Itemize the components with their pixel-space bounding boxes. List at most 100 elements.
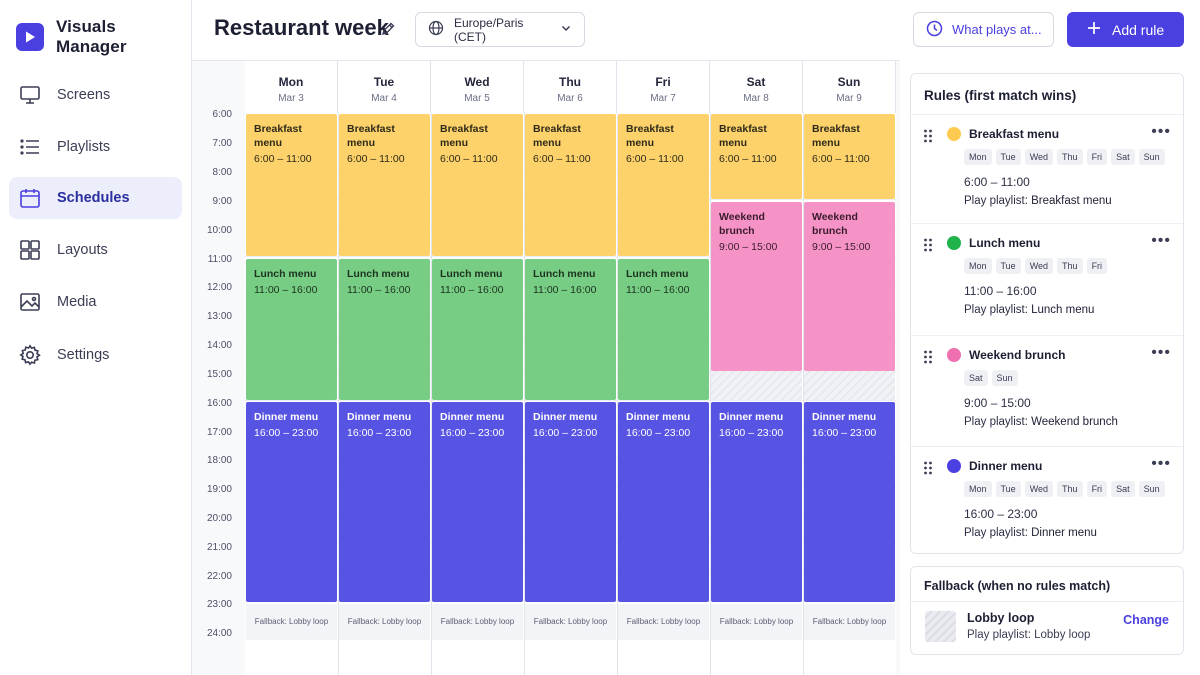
- sidebar-item-layouts[interactable]: Layouts: [9, 229, 182, 271]
- day-header-wed: Wed Mar 5: [431, 61, 524, 113]
- time-label: 9:00: [212, 196, 232, 207]
- drag-handle-icon[interactable]: [923, 350, 933, 369]
- time-label: 24:00: [206, 628, 232, 639]
- rule-dinner[interactable]: Dinner menu ••• Mon Tue Wed Thu Fri Sat …: [911, 446, 1183, 553]
- what-plays-button[interactable]: What plays at...: [913, 12, 1054, 47]
- event-dinner-tue[interactable]: Dinner menu 16:00 – 23:00: [339, 402, 430, 602]
- event-name: Dinner menu: [812, 411, 877, 423]
- event-dinner-sat[interactable]: Dinner menu 16:00 – 23:00: [711, 402, 802, 602]
- sidebar-item-settings[interactable]: Settings: [9, 334, 182, 376]
- column-divider: [431, 113, 432, 675]
- event-breakfast-tue[interactable]: Breakfast menu 6:00 – 11:00: [339, 114, 430, 256]
- fallback-cell[interactable]: Fallback: Lobby loop: [246, 604, 337, 640]
- drag-handle-icon[interactable]: [923, 238, 933, 257]
- more-options-icon[interactable]: •••: [1151, 232, 1171, 249]
- pencil-edit-icon[interactable]: [380, 21, 396, 37]
- day-name: Sat: [746, 75, 766, 89]
- rule-playlist: Play playlist: Dinner menu: [964, 527, 1097, 539]
- column-divider: [803, 113, 804, 675]
- day-date: Mar 7: [650, 93, 676, 104]
- change-fallback-link[interactable]: Change: [1123, 613, 1169, 627]
- event-dinner-fri[interactable]: Dinner menu 16:00 – 23:00: [618, 402, 709, 602]
- sidebar-item-media[interactable]: Media: [9, 281, 182, 323]
- fallback-cell[interactable]: Fallback: Lobby loop: [618, 604, 709, 640]
- fallback-panel: Fallback (when no rules match) Lobby loo…: [910, 566, 1184, 655]
- time-label: 19:00: [206, 484, 232, 495]
- time-label: 13:00: [206, 311, 232, 322]
- hour-line: [245, 256, 896, 257]
- rule-name: Weekend brunch: [969, 348, 1066, 362]
- day-chips: Sat Sun: [964, 370, 1018, 386]
- more-options-icon[interactable]: •••: [1151, 455, 1171, 472]
- day-name: Sun: [837, 75, 861, 89]
- event-time: 6:00 – 11:00: [812, 153, 870, 166]
- day-name: Mon: [278, 75, 304, 89]
- play-logo-icon: [16, 23, 44, 51]
- rule-breakfast[interactable]: Breakfast menu ••• Mon Tue Wed Thu Fri S…: [911, 114, 1183, 223]
- app-name: Visuals Manager: [55, 17, 127, 56]
- event-dinner-mon[interactable]: Dinner menu 16:00 – 23:00: [246, 402, 337, 602]
- fallback-cell[interactable]: Fallback: Lobby loop: [339, 604, 430, 640]
- rules-panel: Rules (first match wins) Breakfast menu …: [910, 73, 1184, 554]
- event-name: Weekend brunch: [812, 211, 858, 238]
- sidebar-item-screens[interactable]: Screens: [9, 74, 182, 116]
- event-lunch-wed[interactable]: Lunch menu 11:00 – 16:00: [432, 259, 523, 400]
- event-name: Lunch menu: [347, 268, 410, 280]
- fallback-cell[interactable]: Fallback: Lobby loop: [432, 604, 523, 640]
- event-lunch-tue[interactable]: Lunch menu 11:00 – 16:00: [339, 259, 430, 400]
- day-chips: Mon Tue Wed Thu Fri: [964, 258, 1108, 274]
- event-dinner-thu[interactable]: Dinner menu 16:00 – 23:00: [525, 402, 616, 602]
- fallback-cell[interactable]: Fallback: Lobby loop: [711, 604, 802, 640]
- event-breakfast-sun[interactable]: Breakfast menu 6:00 – 11:00: [804, 114, 895, 199]
- day-chip: Wed: [1024, 149, 1054, 165]
- playlist-name: Lunch menu: [1031, 304, 1095, 316]
- fallback-cell[interactable]: Fallback: Lobby loop: [525, 604, 616, 640]
- fallback-cell[interactable]: Fallback: Lobby loop: [804, 604, 895, 640]
- time-label: 7:00: [212, 138, 232, 149]
- column-divider: [617, 113, 618, 675]
- sidebar-item-schedules[interactable]: Schedules: [9, 177, 182, 219]
- event-lunch-mon[interactable]: Lunch menu 11:00 – 16:00: [246, 259, 337, 400]
- day-chip: Tue: [995, 149, 1021, 165]
- day-chip: Sat: [1111, 481, 1135, 497]
- more-options-icon[interactable]: •••: [1151, 123, 1171, 140]
- event-brunch-sun[interactable]: Weekend brunch 9:00 – 15:00: [804, 202, 895, 371]
- timezone-value: Europe/Paris (CET): [454, 15, 524, 44]
- add-rule-label: Add rule: [1112, 21, 1165, 38]
- gear-icon: [19, 344, 41, 366]
- playlist-name: Dinner menu: [1031, 527, 1097, 539]
- event-dinner-wed[interactable]: Dinner menu 16:00 – 23:00: [432, 402, 523, 602]
- fallback-playlist: Play playlist: Lobby loop: [967, 629, 1091, 641]
- event-lunch-fri[interactable]: Lunch menu 11:00 – 16:00: [618, 259, 709, 400]
- event-dinner-sun[interactable]: Dinner menu 16:00 – 23:00: [804, 402, 895, 602]
- rule-lunch[interactable]: Lunch menu ••• Mon Tue Wed Thu Fri 11:00…: [911, 223, 1183, 335]
- day-name: Tue: [373, 75, 395, 89]
- event-breakfast-thu[interactable]: Breakfast menu 6:00 – 11:00: [525, 114, 616, 256]
- event-breakfast-mon[interactable]: Breakfast menu 6:00 – 11:00: [246, 114, 337, 256]
- drag-handle-icon[interactable]: [923, 461, 933, 480]
- sidebar-item-playlists[interactable]: Playlists: [9, 126, 182, 168]
- event-lunch-thu[interactable]: Lunch menu 11:00 – 16:00: [525, 259, 616, 400]
- brand[interactable]: Visuals Manager: [16, 17, 191, 57]
- event-brunch-sat[interactable]: Weekend brunch 9:00 – 15:00: [711, 202, 802, 371]
- add-rule-button[interactable]: Add rule: [1067, 12, 1184, 47]
- day-name: Fri: [655, 75, 671, 89]
- clock-icon: [926, 20, 943, 40]
- time-label: 11:00: [207, 254, 232, 265]
- more-options-icon[interactable]: •••: [1151, 344, 1171, 361]
- rule-weekend-brunch[interactable]: Weekend brunch ••• Sat Sun 9:00 – 15:00 …: [911, 335, 1183, 446]
- globe-icon: [428, 20, 444, 39]
- event-time: 16:00 – 23:00: [719, 427, 784, 440]
- day-chip: Sat: [964, 370, 988, 386]
- time-label: 10:00: [206, 225, 232, 236]
- event-breakfast-sat[interactable]: Breakfast menu 6:00 – 11:00: [711, 114, 802, 199]
- drag-handle-icon[interactable]: [923, 129, 933, 148]
- sidebar-item-label: Playlists: [57, 139, 111, 155]
- event-breakfast-fri[interactable]: Breakfast menu 6:00 – 11:00: [618, 114, 709, 256]
- timezone-select[interactable]: Europe/Paris (CET): [415, 12, 585, 47]
- event-time: 16:00 – 23:00: [254, 427, 319, 440]
- day-chip: Mon: [964, 149, 992, 165]
- event-breakfast-wed[interactable]: Breakfast menu 6:00 – 11:00: [432, 114, 523, 256]
- monitor-icon: [19, 84, 41, 106]
- time-label: 22:00: [206, 571, 232, 582]
